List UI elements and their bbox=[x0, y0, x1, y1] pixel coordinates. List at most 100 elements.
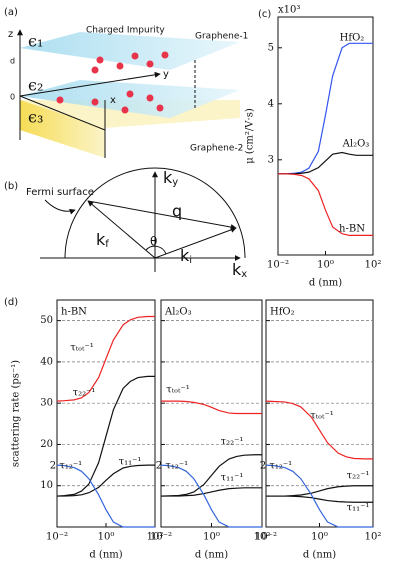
schematic-a: ϵ₁ ϵ₂ ϵ₃ z y x d 0 Charged Impurity Grap… bbox=[8, 26, 248, 158]
vector-label: kf bbox=[96, 230, 109, 251]
angle-label: θ bbox=[150, 235, 157, 249]
chart-title: h-BN bbox=[61, 307, 87, 318]
series-label: 2 τ₁₂⁻¹ bbox=[50, 461, 82, 472]
series-line bbox=[266, 485, 373, 497]
series-line bbox=[266, 495, 373, 503]
base: k bbox=[96, 230, 106, 249]
series-line bbox=[160, 464, 262, 528]
y-tick-label: 50 bbox=[40, 315, 53, 326]
x-tick-label: 10² bbox=[254, 532, 271, 543]
y-axis-label: scattering rate (ps⁻¹) bbox=[11, 360, 22, 467]
series-line bbox=[57, 464, 155, 497]
y-tick-label: 30 bbox=[40, 398, 53, 409]
x-tick-label: 10⁰ bbox=[98, 532, 115, 543]
series-line bbox=[265, 400, 373, 460]
series-label: 2 τ₁₂⁻¹ bbox=[260, 461, 292, 472]
panel-label: (a) bbox=[4, 7, 18, 18]
x-tick-label: 10⁻² bbox=[267, 260, 289, 271]
axis-label: kx bbox=[232, 260, 247, 281]
x-tick-label: 10⁻² bbox=[150, 532, 172, 543]
series-line bbox=[161, 487, 262, 497]
x-tick-label: 10⁻² bbox=[255, 532, 277, 543]
y-tick-label: 4 bbox=[268, 98, 274, 109]
axis-tick: 0 bbox=[10, 93, 15, 102]
series-label: τ₂₂⁻¹ bbox=[347, 471, 370, 482]
x-tick-label: 10⁰ bbox=[311, 532, 328, 543]
series-label: τ₁₁⁻¹ bbox=[119, 457, 142, 468]
epsilon-label: ϵ₂ bbox=[28, 76, 43, 95]
plot-frame bbox=[56, 299, 156, 528]
y-tick-label: 5 bbox=[268, 42, 274, 53]
series-label: h-BN bbox=[339, 224, 365, 235]
subscript: f bbox=[105, 239, 109, 250]
series-line bbox=[265, 464, 373, 528]
x-tick-label: 10² bbox=[147, 532, 164, 543]
y-axis-label: μ (cm²/V·s) bbox=[245, 108, 256, 164]
q-vector bbox=[87, 200, 237, 231]
subscript: y bbox=[172, 177, 178, 188]
panel-label: (d) bbox=[4, 297, 18, 308]
series-line bbox=[56, 464, 155, 528]
epsilon-label: ϵ₃ bbox=[28, 108, 43, 127]
x-tick-label: 10⁰ bbox=[203, 532, 220, 543]
y-tick-label: 20 bbox=[40, 439, 53, 450]
kf-vector bbox=[87, 200, 156, 259]
panel-label: (b) bbox=[4, 181, 18, 192]
y-axis bbox=[19, 71, 161, 97]
axis-label: y bbox=[163, 69, 169, 80]
base: k bbox=[232, 260, 242, 279]
series-line bbox=[161, 400, 262, 415]
series-line bbox=[278, 151, 373, 175]
subscript: i bbox=[189, 255, 192, 266]
annotation: Fermi surface bbox=[26, 187, 94, 198]
impurities bbox=[56, 51, 169, 114]
schematic-b: Fermi surface ky kx q kf ki θ bbox=[26, 168, 247, 281]
series-label: Al₂O₃ bbox=[342, 139, 370, 150]
base: k bbox=[180, 246, 190, 265]
x-axis-label: d (nm) bbox=[309, 278, 342, 289]
chart-title: Al₂O₃ bbox=[164, 307, 192, 318]
fermi-surface bbox=[64, 167, 246, 259]
pointer bbox=[44, 199, 76, 215]
annotation: Charged Impurity bbox=[86, 26, 165, 36]
series-line bbox=[160, 454, 262, 497]
y-tick-label: 10 bbox=[40, 480, 53, 491]
series-line bbox=[278, 173, 373, 236]
chart-title: HfO₂ bbox=[270, 307, 295, 318]
panel-label: (c) bbox=[258, 9, 271, 20]
axis-label: z bbox=[8, 29, 13, 40]
series-label: τₜₒₜ⁻¹ bbox=[310, 411, 334, 422]
vector-label: q bbox=[172, 202, 182, 221]
x-axis-label: d (nm) bbox=[195, 550, 228, 561]
series-label: HfO₂ bbox=[340, 33, 365, 44]
axis-label: ky bbox=[163, 168, 178, 189]
x-tick-label: 10² bbox=[365, 260, 382, 271]
plot-frame bbox=[277, 16, 374, 256]
series-label: τ₂₂⁻¹ bbox=[73, 388, 96, 399]
ki-vector bbox=[154, 227, 237, 259]
graphene-1-sheet bbox=[20, 32, 240, 70]
x-axis bbox=[19, 95, 106, 131]
series-label: τₜₒₜ⁻¹ bbox=[166, 385, 190, 396]
series-label: 2 τ₁₂⁻¹ bbox=[156, 461, 188, 472]
base: k bbox=[163, 168, 173, 187]
subscript: x bbox=[241, 269, 247, 280]
y-multiplier: x10³ bbox=[278, 5, 300, 16]
annotation: Graphene-1 bbox=[195, 32, 248, 42]
series-label: τₜₒₜ⁻¹ bbox=[70, 343, 94, 354]
x-axis-label: d (nm) bbox=[89, 550, 122, 561]
dielectric-slab bbox=[20, 100, 105, 158]
x-axis-label: d (nm) bbox=[303, 550, 336, 561]
series-label: τ₁₁⁻¹ bbox=[221, 473, 244, 484]
series-line bbox=[278, 42, 373, 175]
series-label: τ₁₁⁻¹ bbox=[347, 503, 370, 514]
y-tick-label: 40 bbox=[40, 356, 53, 367]
graphene-2-sheet bbox=[20, 80, 240, 118]
axis-tick: d bbox=[10, 57, 15, 66]
x-tick-label: 10² bbox=[365, 532, 382, 543]
series-label: τ₂₂⁻¹ bbox=[221, 437, 244, 448]
x-tick-label: 10⁰ bbox=[317, 260, 334, 271]
angle-arc bbox=[145, 245, 167, 255]
y-tick-label: 3 bbox=[268, 154, 274, 165]
